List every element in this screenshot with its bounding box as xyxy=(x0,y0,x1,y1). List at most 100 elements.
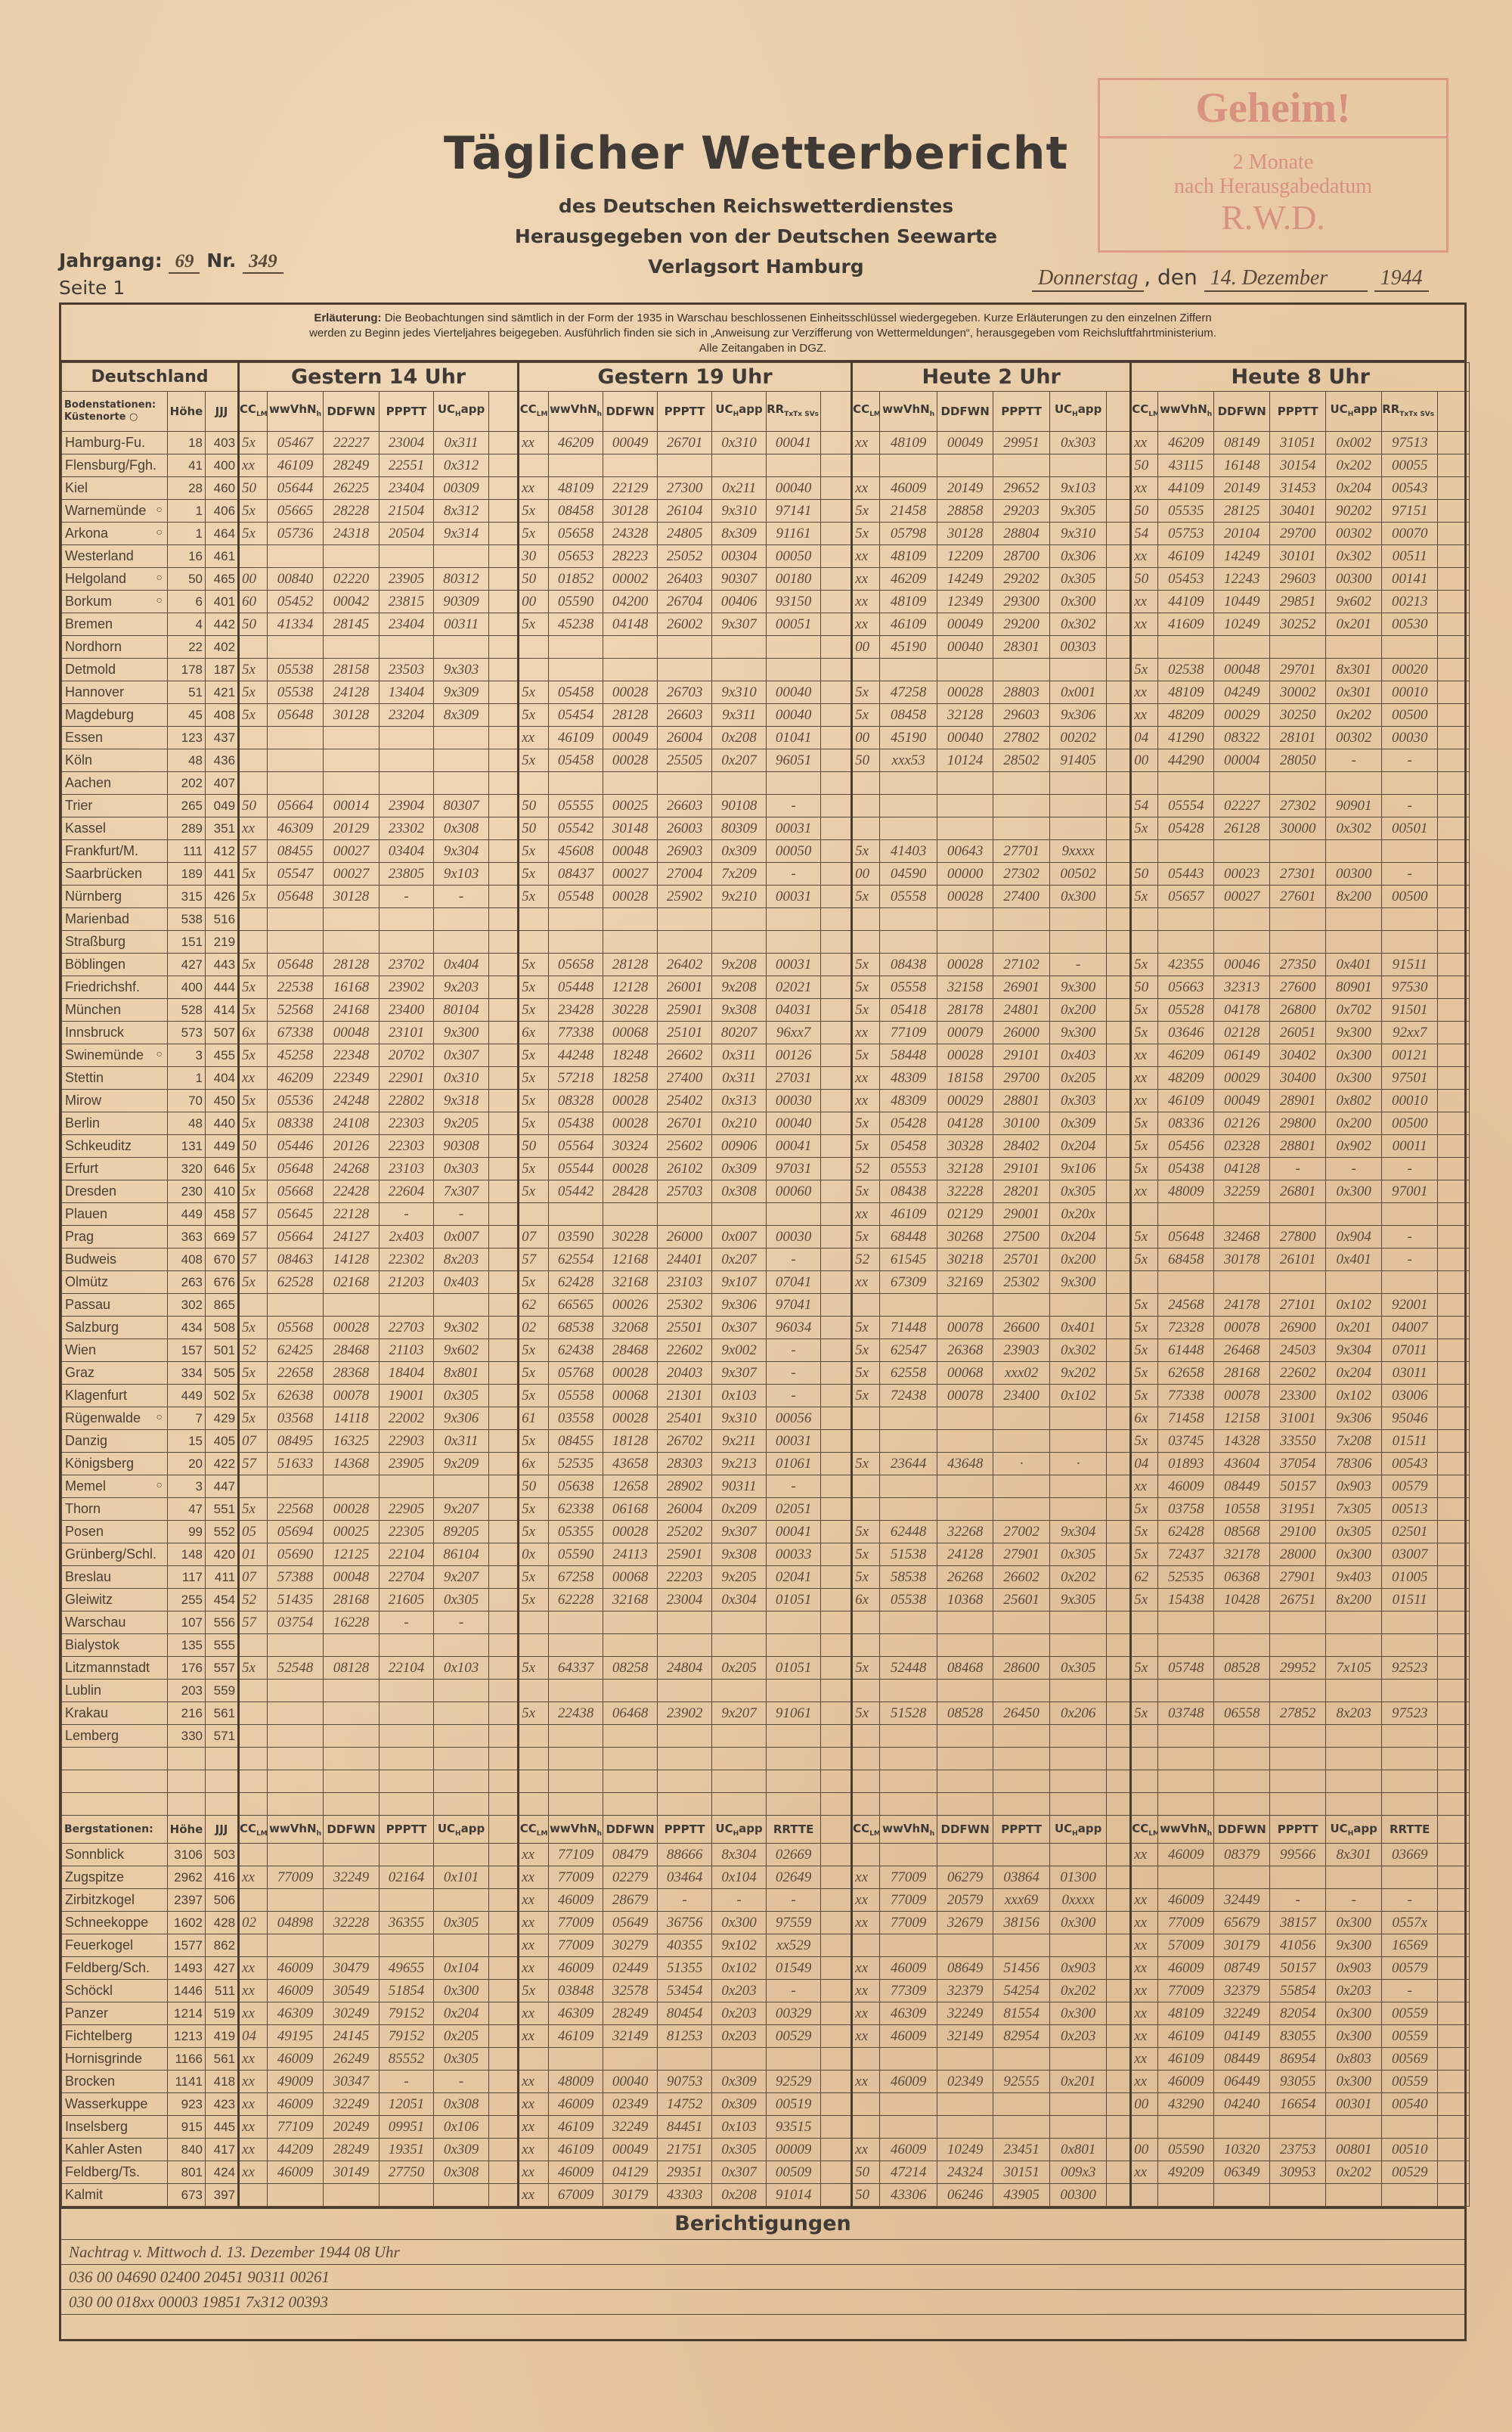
h8-code-cell xyxy=(1129,635,1159,659)
h8-code-cell xyxy=(1325,1611,1383,1634)
empty-row xyxy=(61,1770,1470,1793)
blank-cell xyxy=(488,703,519,727)
g14-code-cell: 9x306 xyxy=(433,1407,490,1430)
explanation-text: werden zu Beginn jedes Vierteljahres bei… xyxy=(309,327,1216,340)
station-hohe: 400 xyxy=(167,976,206,999)
g14-code-cell: 46309 xyxy=(267,817,324,840)
ucapp-column-header-subscript: H xyxy=(455,410,461,418)
cc-column-header: CCLM xyxy=(1129,391,1159,432)
h8-code-cell: 10320 xyxy=(1213,2138,1271,2161)
g19-code-cell: 25501 xyxy=(657,1316,713,1339)
h2-code-cell: - xyxy=(1049,953,1108,976)
g19-code-cell: 9x307 xyxy=(711,613,767,636)
g14-code-cell: 00014 xyxy=(323,794,380,817)
h2-code-cell: 9x103 xyxy=(1049,476,1108,500)
station-name-text: Köln xyxy=(65,752,93,768)
g14-code-cell: 85552 xyxy=(379,2047,435,2071)
g14-code-cell xyxy=(237,635,268,659)
g14-code-cell: xx xyxy=(237,1979,268,2002)
g19-code-cell: 26602 xyxy=(657,1044,713,1067)
h8-code-cell: 03758 xyxy=(1157,1497,1215,1521)
h8-code-cell: 28168 xyxy=(1213,1361,1271,1385)
h2-code-cell xyxy=(879,771,938,795)
g19-code-cell: 0x211 xyxy=(711,476,767,500)
blank-cell xyxy=(1106,1543,1132,1566)
g19-code-cell: 5x xyxy=(517,1520,550,1543)
h2-code-cell: 38156 xyxy=(993,1911,1051,1934)
observation-table: Deutschland Gestern 14 Uhr Gestern 19 Uhr H… xyxy=(60,362,1470,2207)
g19-code-cell: 30128 xyxy=(603,499,658,523)
h2-code-cell: 00502 xyxy=(1049,862,1108,886)
h8-code-cell: 72328 xyxy=(1157,1316,1215,1339)
g19-code-cell: 27300 xyxy=(657,476,713,500)
h2-code-cell: 48109 xyxy=(879,544,938,568)
blank-cell xyxy=(1106,1157,1132,1180)
g19-code-cell: 84451 xyxy=(657,2115,713,2139)
station-hohe: 50 xyxy=(167,567,206,591)
h8-code-cell: 41056 xyxy=(1269,1934,1327,1957)
wwvhn-column-header-subscript: h xyxy=(316,1829,322,1838)
g14-code-cell: 00 xyxy=(237,567,268,591)
h2-code-cell: 05553 xyxy=(879,1157,938,1180)
g19-code-cell: 00906 xyxy=(711,1134,767,1158)
g19-code-cell: 66565 xyxy=(548,1293,604,1317)
h8-code-cell: 26800 xyxy=(1269,998,1327,1022)
h8-code-cell xyxy=(1129,771,1159,795)
station-row: Grünberg/Schl. 148 420 01 05690 12125 22104 861… xyxy=(61,1543,1470,1566)
h8-code-cell: 48209 xyxy=(1157,1066,1215,1090)
g14-code-cell: 22302 xyxy=(379,1248,435,1271)
g14-code-cell: 5x xyxy=(237,976,268,999)
blank-cell xyxy=(820,2161,853,2184)
g14-code-cell: 28249 xyxy=(323,2138,380,2161)
blank-cell xyxy=(1437,1429,1470,1453)
h8-code-cell: 00540 xyxy=(1381,2092,1439,2116)
g19-code-cell: 05355 xyxy=(548,1520,604,1543)
h2-code-cell xyxy=(879,1679,938,1702)
wwvhn-column-header-text: wwVhN xyxy=(882,402,930,416)
h2-code-cell: 62547 xyxy=(879,1339,938,1362)
h8-code-cell xyxy=(1381,2183,1439,2207)
h8-code-cell: xx xyxy=(1129,2161,1159,2184)
h2-code-cell: 20149 xyxy=(937,476,994,500)
coastal-marker: ○ xyxy=(156,1047,163,1059)
blank-cell xyxy=(237,1792,268,1816)
h8-code-cell: 9x403 xyxy=(1325,1565,1383,1589)
station-row: Friedrichshf. 400 444 5x 22538 16168 23902 9x20… xyxy=(61,976,1470,999)
blank-cell xyxy=(433,1770,490,1793)
blank-cell xyxy=(1437,544,1470,568)
h8-code-cell: 05443 xyxy=(1157,862,1215,886)
station-name-text: Feldberg/Sch. xyxy=(65,1960,150,1975)
g14-code-cell: 0x104 xyxy=(433,1956,490,1980)
g19-code-cell xyxy=(711,658,767,681)
h8-code-cell: 54 xyxy=(1129,794,1159,817)
station-name-text: Hamburg-Fu. xyxy=(65,435,146,450)
corrections-title: Berichtigungen xyxy=(61,2207,1464,2239)
blank-cell xyxy=(1106,1565,1132,1589)
h2-code-cell xyxy=(879,817,938,840)
g19-code-cell: 05638 xyxy=(548,1475,604,1498)
h8-code-cell: xx xyxy=(1129,476,1159,500)
g19-code-cell: 00050 xyxy=(766,839,822,863)
nr-value: 349 xyxy=(243,251,284,274)
g14-code-cell xyxy=(267,1934,324,1957)
h8-code-cell: xx xyxy=(1129,703,1159,727)
h8-code-cell: 30178 xyxy=(1213,1248,1271,1271)
h8-code-cell xyxy=(1213,635,1271,659)
g14-code-cell: 22428 xyxy=(323,1180,380,1203)
station-name-text: Litzmannstadt xyxy=(65,1660,150,1675)
g19-code-cell xyxy=(603,1202,658,1226)
g19-code-cell: 5x xyxy=(517,1497,550,1521)
g14-code-cell: 77109 xyxy=(267,2115,324,2139)
blank-cell xyxy=(204,1747,240,1770)
g14-code-cell xyxy=(379,1633,435,1657)
g14-code-cell: 28468 xyxy=(323,1339,380,1362)
g19-code-cell: 00031 xyxy=(766,817,822,840)
g19-code-cell: xx xyxy=(517,431,550,454)
g14-code-cell: 0x303 xyxy=(433,1157,490,1180)
h8-code-cell: 05528 xyxy=(1157,998,1215,1022)
blank-cell xyxy=(1106,1384,1132,1407)
g19-code-cell xyxy=(548,1202,604,1226)
g19-code-cell: xx xyxy=(517,2138,550,2161)
g14-code-cell xyxy=(433,1633,490,1657)
h2-code-cell xyxy=(850,1475,881,1498)
